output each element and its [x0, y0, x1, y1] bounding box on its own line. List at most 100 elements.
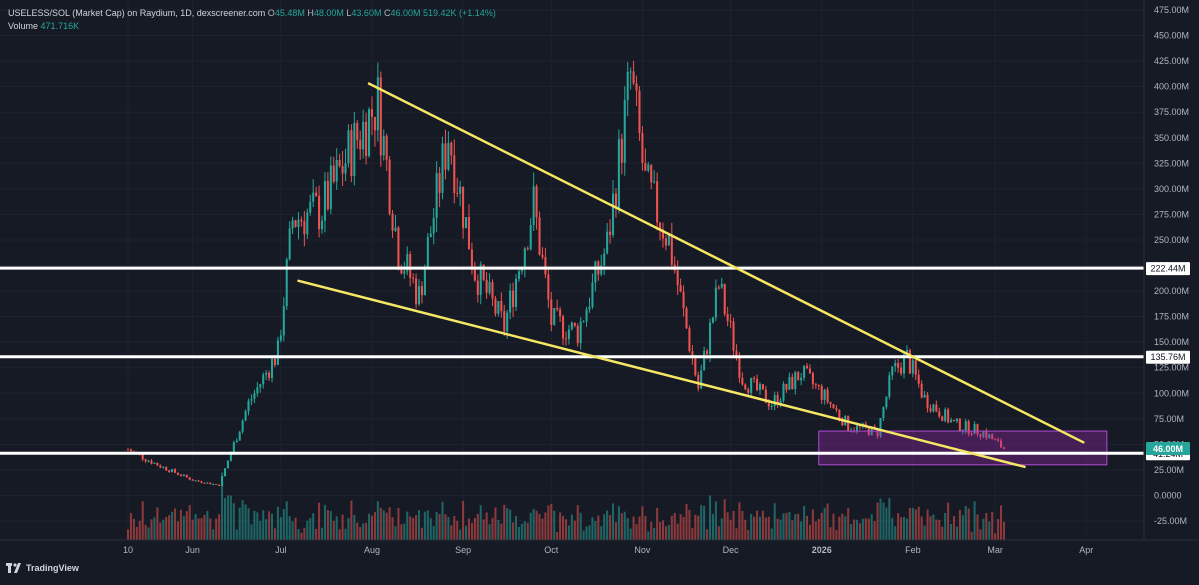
- volume-bar: [309, 518, 312, 540]
- volume-bar: [885, 507, 888, 540]
- candle-body: [191, 479, 194, 481]
- candle: [711, 316, 714, 324]
- volume-bar: [703, 505, 706, 540]
- candle-body: [988, 434, 991, 438]
- candle: [791, 373, 794, 390]
- candle-body: [997, 439, 1000, 441]
- candle-body: [756, 378, 759, 391]
- volume-bar: [644, 516, 647, 540]
- candle-body: [129, 449, 132, 452]
- candle-body: [950, 419, 953, 423]
- candle-body: [494, 298, 497, 314]
- candle-body: [611, 193, 615, 235]
- volume-bar: [732, 510, 735, 540]
- volume-bar: [215, 518, 218, 540]
- candle-body: [985, 431, 988, 438]
- candle: [814, 382, 817, 390]
- volume-bar: [388, 507, 391, 540]
- volume-bar: [979, 529, 982, 540]
- candle-body: [262, 374, 265, 385]
- volume-bar: [456, 520, 459, 540]
- volume-bar: [262, 510, 265, 540]
- candle-body: [388, 159, 391, 214]
- candle-body: [447, 142, 450, 170]
- support-zone-box[interactable]: [818, 430, 1108, 466]
- candle: [617, 129, 620, 214]
- candle-body: [685, 308, 688, 329]
- price-tick-label: 350.00M: [1154, 133, 1189, 143]
- candle: [935, 400, 938, 413]
- candle: [326, 172, 329, 212]
- volume-bar: [614, 522, 617, 540]
- candle-body: [562, 316, 565, 339]
- candle-body: [891, 366, 894, 376]
- price-tick-label: 275.00M: [1154, 209, 1189, 219]
- tradingview-branding[interactable]: TradingView: [6, 563, 79, 573]
- symbol-title[interactable]: USELESS/SOL (Market Cap) on Raydium, 1D,…: [8, 8, 266, 18]
- candle: [985, 428, 988, 441]
- candle-body: [279, 335, 282, 341]
- candle: [491, 279, 494, 306]
- volume-bar: [905, 518, 908, 540]
- candle: [244, 409, 247, 422]
- candle-body: [335, 160, 338, 182]
- volume-bar: [244, 504, 247, 540]
- volume-bar: [365, 522, 368, 540]
- candle: [365, 112, 368, 165]
- candle: [917, 369, 920, 388]
- candle: [335, 148, 338, 190]
- candle: [794, 370, 797, 395]
- candle-body: [700, 370, 703, 389]
- candle: [679, 278, 682, 293]
- candle-body: [902, 354, 906, 374]
- candle: [262, 372, 265, 389]
- candle-body: [688, 328, 691, 352]
- candle: [347, 124, 350, 168]
- candle: [714, 279, 717, 322]
- volume-bar: [855, 519, 859, 540]
- candle-body: [541, 254, 544, 258]
- volume-bar: [562, 515, 565, 540]
- candle-body: [320, 220, 324, 230]
- volume-bar: [873, 521, 876, 540]
- volume-bar: [497, 519, 500, 540]
- volume-bar: [794, 514, 797, 540]
- candle-body: [467, 217, 471, 250]
- candle: [656, 172, 659, 231]
- volume-bar: [273, 528, 277, 540]
- volume-bar: [647, 531, 650, 540]
- candle: [512, 282, 515, 318]
- candle-body: [576, 325, 579, 344]
- volume-bar: [567, 525, 570, 540]
- candle: [570, 321, 573, 331]
- candle-body: [150, 460, 153, 464]
- volume-bar: [450, 525, 453, 540]
- volume-bar: [485, 512, 488, 540]
- candle-body: [153, 462, 156, 464]
- candle-body: [773, 395, 776, 406]
- candle: [803, 365, 806, 381]
- volume-bar: [256, 512, 259, 540]
- volume-label[interactable]: Volume: [8, 21, 39, 31]
- candle-body: [368, 109, 371, 156]
- candle-body: [162, 466, 165, 468]
- candle: [353, 112, 356, 186]
- volume-bar: [347, 518, 350, 540]
- volume-bar: [526, 522, 529, 540]
- volume-bar: [250, 524, 253, 540]
- candle: [218, 484, 221, 487]
- candle: [141, 454, 144, 462]
- trendline[interactable]: [367, 82, 1085, 444]
- volume-bar: [970, 531, 973, 540]
- volume-bar: [435, 511, 438, 540]
- volume-bar: [708, 495, 712, 540]
- candle-body: [947, 409, 950, 423]
- price-tick-label: 200.00M: [1154, 286, 1189, 296]
- volume-bar: [465, 525, 468, 540]
- trendline[interactable]: [297, 279, 1026, 469]
- candle: [200, 480, 203, 484]
- volume-bar: [750, 514, 753, 540]
- candle-body: [341, 166, 344, 174]
